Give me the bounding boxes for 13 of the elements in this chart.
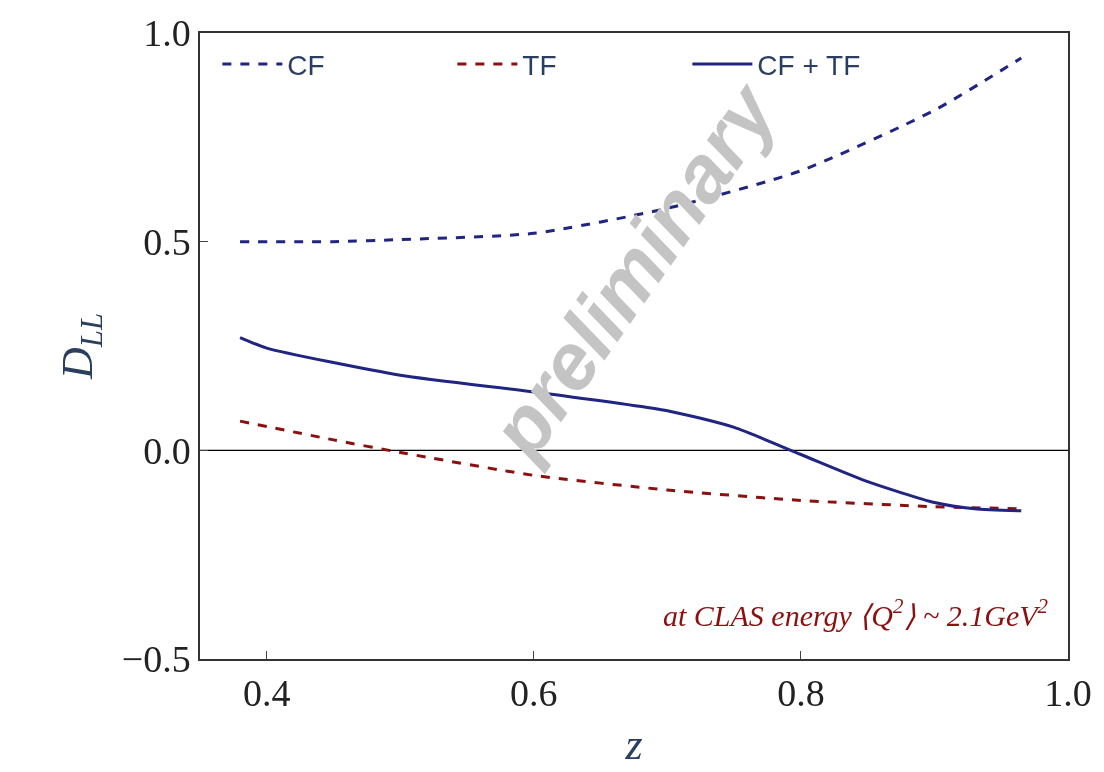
- x-tick-label: 0.8: [777, 672, 825, 715]
- y-tick-label: 0.0: [143, 429, 191, 472]
- x-tick-label: 0.6: [510, 672, 558, 715]
- legend-label: TF: [522, 49, 557, 81]
- x-tick-label: 1.0: [1044, 672, 1092, 715]
- legend-label: CF + TF: [757, 49, 861, 81]
- y-tick-label: 0.5: [143, 220, 191, 263]
- x-axis-title: z: [624, 720, 643, 770]
- annotation: at CLAS energy ⟨Q$^{2}$⟩ ~ 2.1GeV$^{2}$: [663, 594, 1049, 632]
- y-tick-label: 1.0: [143, 12, 191, 55]
- y-tick-label: −0.5: [121, 638, 191, 681]
- x-tick-label: 0.4: [243, 672, 291, 715]
- legend-label: CF: [287, 49, 325, 81]
